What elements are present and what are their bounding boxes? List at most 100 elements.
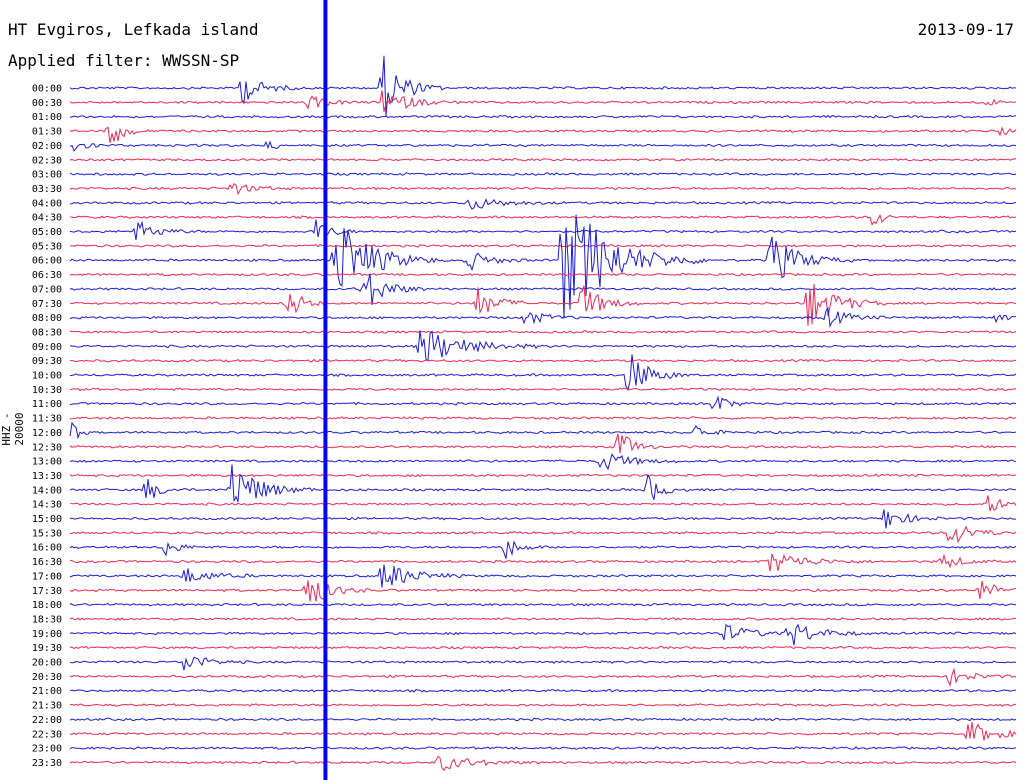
seismic-trace-row (69, 540, 1017, 559)
seismic-trace-row (69, 553, 1017, 572)
time-tick-label: 18:00 (32, 600, 62, 611)
time-tick-label: 00:30 (32, 98, 62, 109)
time-tick-label: 14:30 (32, 500, 62, 511)
time-tick-label: 19:00 (32, 629, 62, 640)
seismic-trace-row (69, 617, 1017, 621)
time-tick-label: 10:30 (32, 385, 62, 396)
seismic-trace-row (69, 645, 1017, 650)
time-tick-label: 16:30 (32, 557, 62, 568)
seismic-trace-row (69, 746, 1016, 750)
seismic-trace-row (69, 453, 1017, 471)
seismic-trace-row (69, 219, 1017, 240)
seismic-trace-row (69, 273, 1017, 306)
seismic-trace-row (69, 354, 1017, 392)
time-tick-label: 21:00 (32, 686, 62, 697)
seismic-trace-row (69, 90, 1017, 112)
time-tick-label: 12:30 (32, 442, 62, 453)
seismic-trace-row (69, 755, 1017, 771)
time-tick-label: 17:30 (32, 586, 62, 597)
seismic-trace-row (69, 387, 1017, 392)
time-tick-label: 02:30 (32, 155, 62, 166)
seismic-trace-row (69, 688, 1017, 693)
time-tick-label: 23:00 (32, 744, 62, 755)
time-tick-label: 18:30 (32, 614, 62, 625)
time-tick-label: 11:30 (32, 414, 62, 425)
time-tick-label: 09:30 (32, 356, 62, 367)
time-tick-label: 08:30 (32, 327, 62, 338)
time-tick-label: 19:30 (32, 643, 62, 654)
seismic-trace-row (69, 183, 1017, 196)
time-tick-label: 16:00 (32, 543, 62, 554)
seismic-trace-row (69, 358, 1017, 363)
seismic-trace-row (69, 703, 1017, 707)
time-tick-label: 06:30 (32, 270, 62, 281)
time-tick-label: 13:00 (32, 457, 62, 468)
time-tick-label: 05:00 (32, 227, 62, 238)
seismic-trace-row (69, 172, 1017, 176)
time-tick-label: 23:30 (32, 758, 62, 769)
seismic-trace-row (69, 473, 1017, 478)
seismic-trace-row (69, 55, 1017, 116)
time-marker-line (323, 0, 328, 780)
seismic-trace-row (69, 525, 1017, 544)
seismic-trace-row (69, 214, 1017, 319)
time-tick-label: 07:30 (32, 299, 62, 310)
filter-label: Applied filter: WWSSN-SP (8, 51, 240, 70)
seismic-trace-row (69, 243, 1017, 248)
seismic-trace-row (69, 509, 1016, 529)
seismic-trace-row (69, 157, 1017, 162)
seismic-trace-row (69, 602, 1017, 607)
time-tick-label: 01:30 (32, 127, 62, 138)
time-tick-label: 12:00 (32, 428, 62, 439)
time-tick-label: 14:00 (32, 485, 62, 496)
seismic-trace-row (69, 433, 1017, 454)
time-tick-label: 06:00 (32, 256, 62, 267)
seismic-trace-row (69, 721, 1017, 741)
seismic-trace-row (69, 464, 1017, 503)
seismic-trace-row (69, 114, 1017, 119)
seismic-trace-row (69, 213, 1017, 226)
seismic-trace-row (69, 421, 1017, 440)
time-tick-label: 22:30 (32, 729, 62, 740)
seismic-trace-row (69, 623, 1017, 646)
date-label: 2013-09-17 (917, 20, 1014, 39)
time-tick-label: 20:00 (32, 658, 62, 669)
seismic-trace-row (69, 564, 1017, 588)
seismic-trace-row (69, 580, 1017, 602)
station-title: HT Evgiros, Lefkada island (8, 20, 259, 39)
seismic-trace-row (69, 198, 1017, 210)
time-tick-label: 03:00 (32, 170, 62, 181)
seismic-trace-row (69, 416, 1017, 420)
time-tick-label: 10:00 (32, 371, 62, 382)
time-tick-label: 09:00 (32, 342, 62, 353)
time-tick-label: 00:00 (32, 84, 62, 95)
time-tick-label: 11:00 (32, 399, 62, 410)
time-tick-label: 05:30 (32, 241, 62, 252)
time-tick-label: 08:00 (32, 313, 62, 324)
seismic-trace-row (69, 306, 1017, 328)
seismic-trace-row (69, 717, 1017, 722)
seismic-trace-row (69, 272, 1017, 277)
time-tick-label: 15:30 (32, 528, 62, 539)
seismic-trace-row (69, 330, 1017, 362)
seismic-trace-row (69, 656, 1017, 671)
seismic-trace-row (69, 495, 1017, 512)
time-tick-label: 13:30 (32, 471, 62, 482)
time-tick-label: 04:30 (32, 213, 62, 224)
seismic-trace-row (69, 667, 1017, 688)
seismic-trace-row (69, 395, 1017, 410)
time-tick-label: 21:30 (32, 701, 62, 712)
time-tick-label: 04:00 (32, 198, 62, 209)
seismic-trace-row (69, 126, 1017, 144)
time-tick-label: 07:00 (32, 284, 62, 295)
time-tick-label: 01:00 (32, 112, 62, 123)
time-tick-label: 03:30 (32, 184, 62, 195)
seismic-trace-row (69, 283, 1017, 326)
time-tick-label: 02:00 (32, 141, 62, 152)
time-tick-label: 22:00 (32, 715, 62, 726)
time-tick-label: 15:00 (32, 514, 62, 525)
time-tick-label: 20:30 (32, 672, 62, 683)
seismic-trace-row (69, 140, 1017, 152)
seismic-trace-row (69, 330, 1017, 334)
